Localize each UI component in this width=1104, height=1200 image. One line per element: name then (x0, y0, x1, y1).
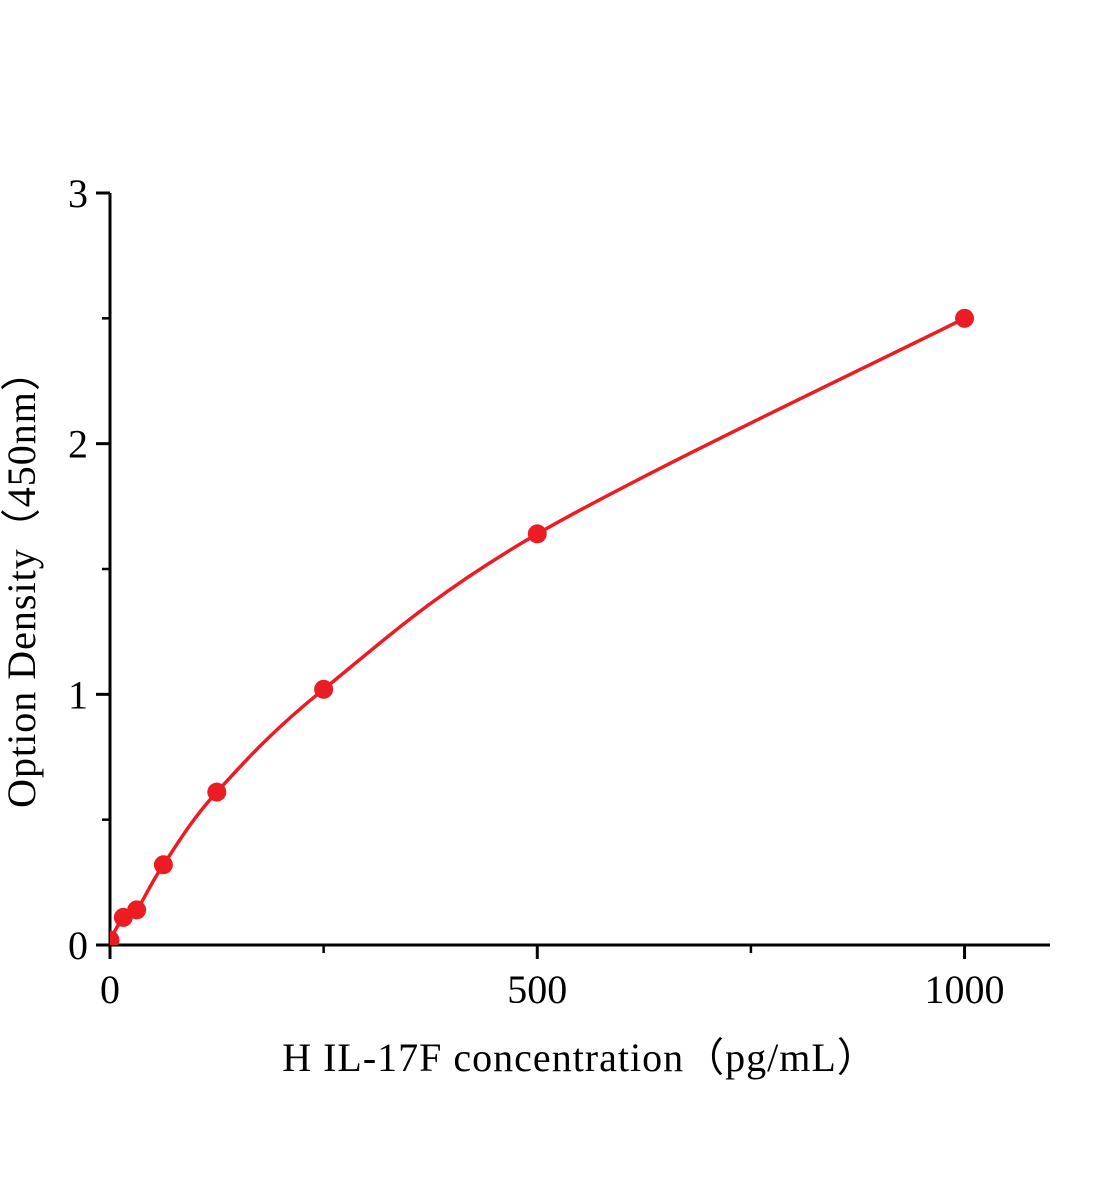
data-point (153, 855, 173, 875)
data-point (207, 782, 227, 802)
data-point (955, 308, 975, 328)
y-axis-title: Option Density（450nm） (0, 350, 44, 808)
data-curve (110, 316, 966, 941)
x-axis-title: H IL-17F concentration（pg/mL） (282, 1035, 878, 1080)
x-tick-label: 0 (100, 967, 120, 1012)
y-tick-label: 3 (68, 171, 88, 216)
data-point (110, 930, 120, 945)
x-tick-label: 1000 (925, 967, 1005, 1012)
y-tick-label: 2 (68, 422, 88, 467)
data-point (127, 900, 147, 920)
data-point (314, 679, 334, 699)
data-point (527, 524, 547, 544)
y-tick-label: 0 (68, 923, 88, 968)
x-tick-label: 500 (507, 967, 567, 1012)
y-tick-label: 1 (68, 672, 88, 717)
data-series (110, 308, 975, 945)
